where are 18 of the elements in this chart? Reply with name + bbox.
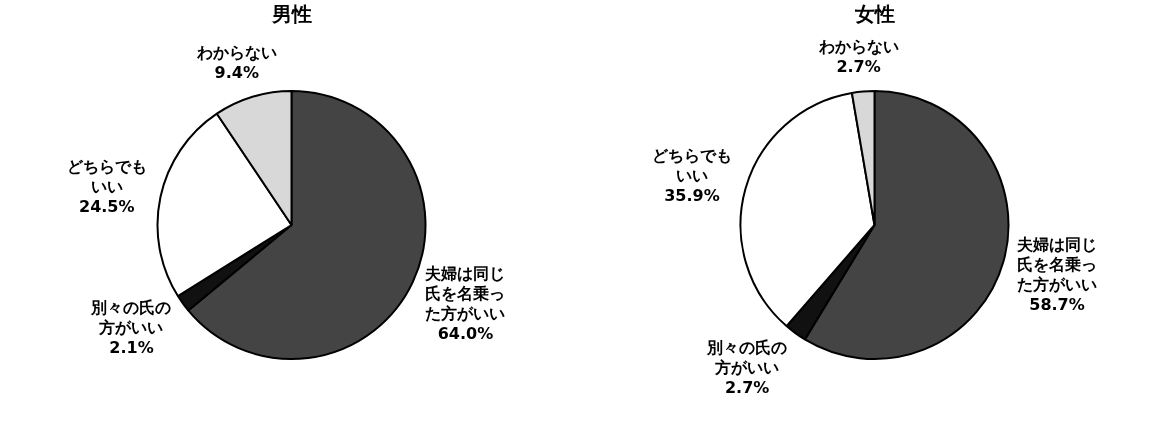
slice-label: わからない [817, 36, 899, 56]
slice-label: わからない [195, 43, 277, 63]
data-label: 58.7% [1029, 294, 1085, 314]
slice-label: 別々の氏の方がいい [90, 298, 172, 338]
slice-label: 別々の氏の方がいい [706, 337, 788, 377]
slice-label: 夫婦は同じ氏を名乗った方がいい [424, 264, 506, 324]
data-label: 64.0% [437, 324, 494, 344]
data-label: 9.4% [214, 63, 259, 83]
data-label: 2.7% [724, 377, 770, 397]
data-label: 2.7% [836, 56, 881, 76]
data-label: 24.5% [79, 196, 135, 216]
data-label: 2.1% [109, 338, 154, 358]
chart-title: 男性 [270, 2, 312, 27]
slice-label: 夫婦は同じ氏を名乗った方がいい [1016, 234, 1098, 294]
slice-label: どちらでもいい [651, 146, 732, 186]
slice-label: どちらでもいい [66, 156, 147, 196]
chart-title: 女性 [853, 2, 895, 27]
data-label: 35.9% [664, 186, 720, 206]
